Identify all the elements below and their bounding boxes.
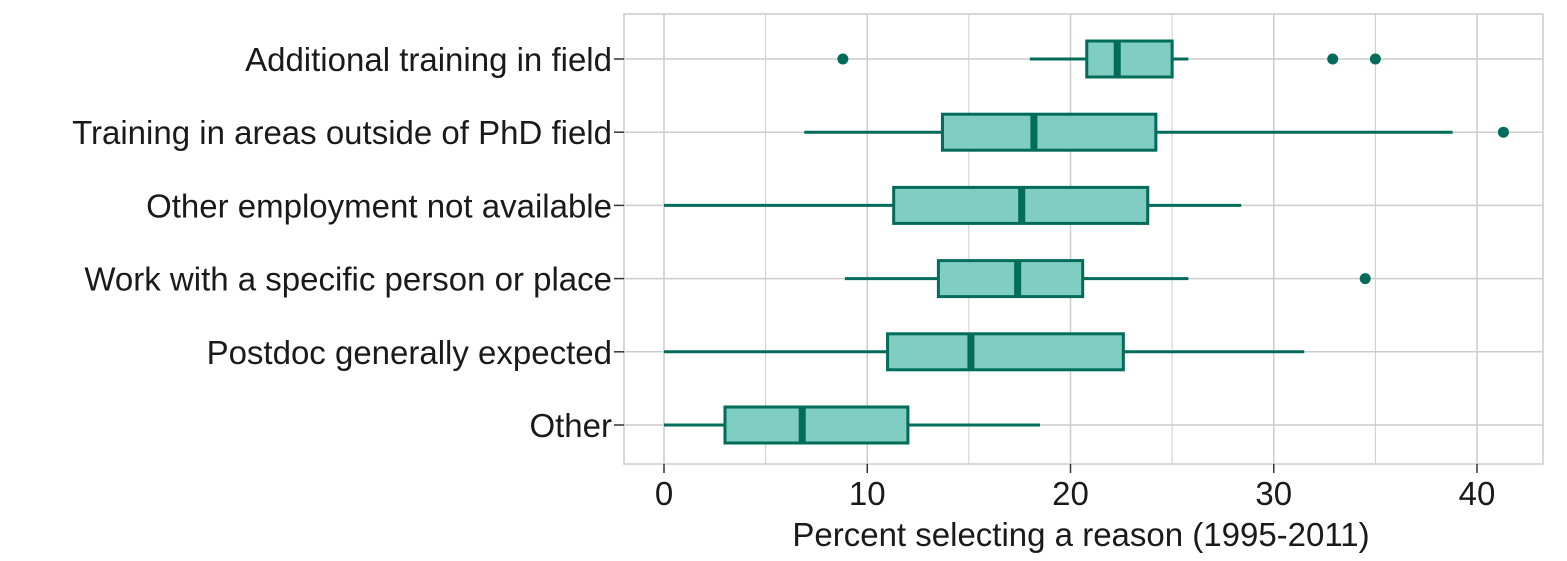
outlier-point: [1359, 273, 1371, 285]
outlier-point: [1327, 53, 1339, 65]
category-label: Work with a specific person or place: [84, 261, 612, 298]
category-label: Postdoc generally expected: [207, 334, 612, 371]
x-axis: 0 10 20 30 40: [655, 464, 1496, 512]
box-group: [664, 332, 1305, 372]
category-label: Other: [529, 407, 612, 444]
outlier-point: [1369, 53, 1381, 65]
outlier-point: [1497, 126, 1509, 138]
x-tick-label: 10: [849, 475, 886, 512]
box-group: [664, 405, 1041, 445]
outlier-point: [837, 53, 849, 65]
boxes-layer: [664, 39, 1509, 445]
panel-border: [623, 13, 1544, 465]
box-group: [844, 259, 1371, 299]
category-labels: Additional training in field Training in …: [72, 41, 624, 444]
x-tick-label: 30: [1255, 475, 1292, 512]
box-iqr: [723, 405, 910, 445]
box-group: [837, 39, 1381, 79]
category-label: Other employment not available: [146, 187, 612, 224]
box-iqr: [936, 259, 1085, 299]
category-label: Training in areas outside of PhD field: [72, 114, 612, 151]
x-tick-label: 40: [1459, 475, 1496, 512]
x-axis-title: Percent selecting a reason (1995-2011): [792, 516, 1369, 553]
category-label: Additional training in field: [245, 41, 612, 78]
box-iqr: [1085, 39, 1174, 79]
panel-background: [624, 14, 1543, 464]
box-group: [804, 112, 1509, 152]
box-group: [664, 185, 1242, 225]
box-iqr: [886, 332, 1125, 372]
box-iqr: [940, 112, 1158, 152]
x-tick-label: 20: [1052, 475, 1089, 512]
x-tick-label: 0: [655, 475, 673, 512]
